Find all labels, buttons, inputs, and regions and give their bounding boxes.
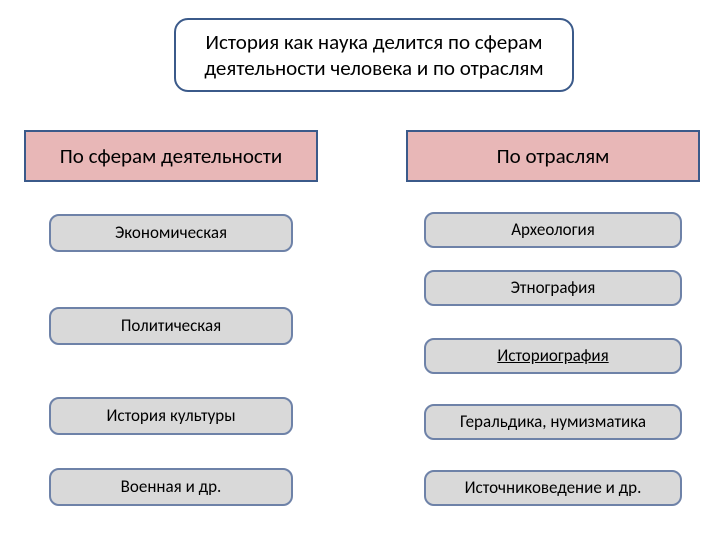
title-box: История как наука делится по сферам деят… — [174, 18, 574, 92]
item-label: Экономическая — [115, 222, 227, 243]
left-item: История культуры — [49, 397, 293, 435]
item-label: Военная и др. — [121, 476, 222, 497]
item-label: Историография — [497, 345, 608, 366]
item-label: История культуры — [106, 405, 235, 426]
left-item: Политическая — [49, 307, 293, 345]
category-right: По отраслям — [406, 130, 700, 182]
category-left: По сферам деятельности — [24, 130, 318, 182]
right-item: Историография — [424, 338, 682, 374]
right-item: Геральдика, нумизматика — [424, 404, 682, 440]
item-label: Этнография — [511, 277, 596, 298]
item-label: Источниковедение и др. — [465, 477, 642, 498]
item-label: Археология — [511, 219, 595, 240]
category-right-label: По отраслям — [497, 143, 610, 169]
right-item: Источниковедение и др. — [424, 470, 682, 506]
left-item: Военная и др. — [49, 468, 293, 506]
right-item: Этнография — [424, 270, 682, 306]
left-item: Экономическая — [49, 214, 293, 252]
item-label: Геральдика, нумизматика — [460, 411, 646, 432]
right-item: Археология — [424, 212, 682, 248]
title-text: История как наука делится по сферам деят… — [200, 29, 548, 82]
item-label: Политическая — [121, 315, 221, 336]
category-left-label: По сферам деятельности — [60, 143, 283, 169]
